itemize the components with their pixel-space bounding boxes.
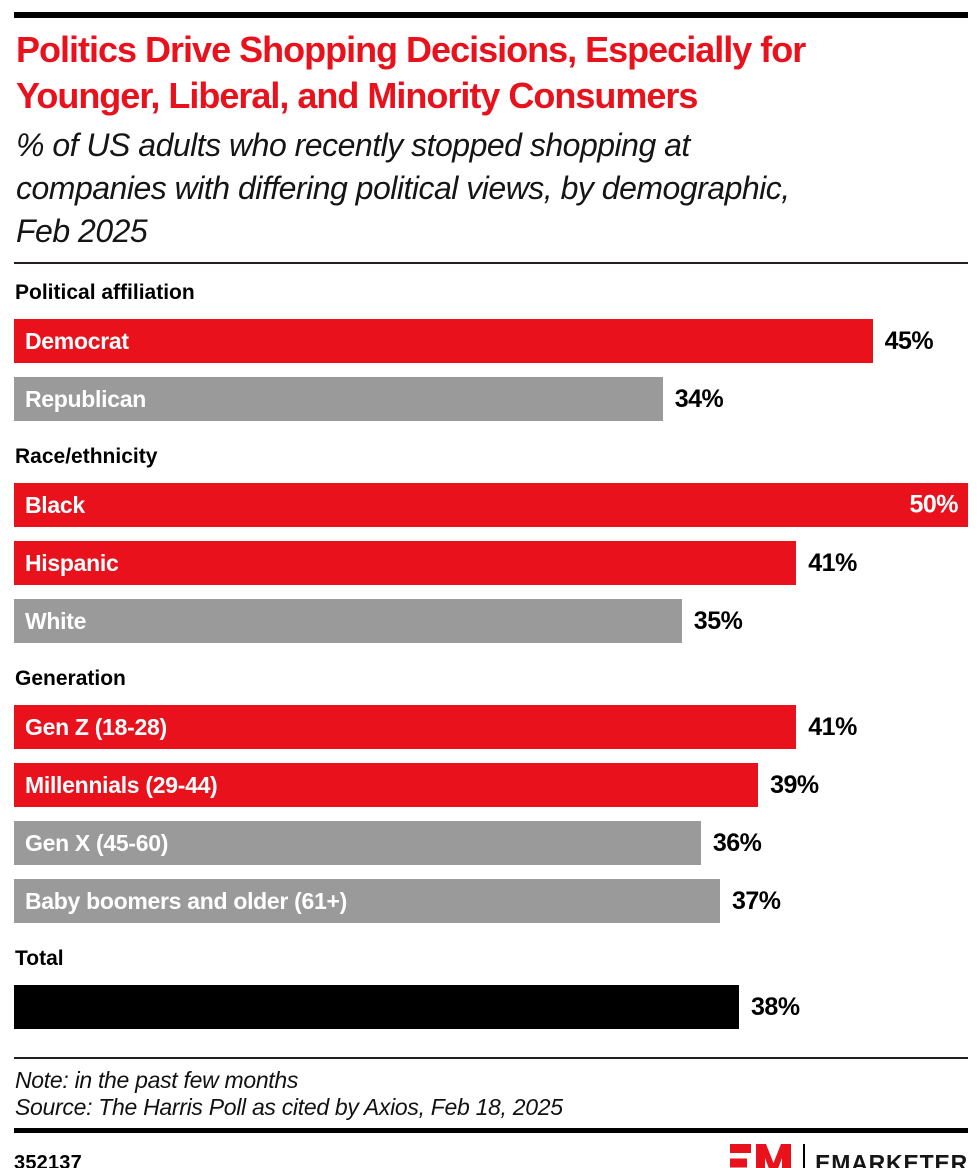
bar-value-label: 41%: [808, 548, 857, 577]
bar-value-label: 38%: [751, 992, 800, 1021]
bar-row: Baby boomers and older (61+) 37%: [14, 879, 968, 923]
bar: Black 50%: [14, 483, 968, 527]
bar-value-label: 41%: [808, 712, 857, 741]
bar: Millennials (29-44): [14, 763, 759, 807]
bar-value-label: 34%: [674, 384, 724, 413]
group-label: Race/ethnicity: [15, 445, 158, 468]
group-label: Generation: [15, 667, 126, 690]
bar: White: [14, 599, 682, 643]
page-title: Politics Drive Shopping Decisions, Espec…: [16, 29, 806, 116]
bar-row: Black 50%: [14, 483, 968, 527]
bar: Hispanic: [14, 541, 797, 585]
bar-category-label: Gen Z (18-28): [25, 713, 167, 740]
logo-separator: [803, 1144, 806, 1168]
bar-row: White 35%: [14, 599, 968, 643]
bar-category-label: Black: [25, 491, 85, 518]
emarketer-wordmark: EMARKETER: [815, 1149, 968, 1168]
bar-row: Gen X (45-60) 36%: [14, 821, 968, 865]
bar-category-label: White: [25, 607, 87, 634]
bar: Republican: [14, 377, 663, 421]
bar-group: Political affiliation Democrat 45% Republic…: [14, 281, 968, 421]
group-label: Total: [15, 947, 64, 970]
emarketer-logo: EMARKETER: [730, 1144, 968, 1168]
bar-row: Democrat 45%: [14, 319, 968, 363]
page-subtitle: % of US adults who recently stopped shop…: [16, 127, 790, 249]
chart-id: 352137: [14, 1151, 82, 1168]
bar-value-label: 50%: [909, 490, 958, 519]
bar-chart: Political affiliation Democrat 45% Republic…: [14, 281, 968, 1029]
bar: [14, 985, 740, 1029]
bar-value-label: 37%: [731, 886, 781, 915]
bar: Democrat: [14, 319, 873, 363]
bar-row: Millennials (29-44) 39%: [14, 763, 968, 807]
bar-row: Republican 34%: [14, 377, 968, 421]
bar-category-label: Millennials (29-44): [25, 771, 218, 798]
bar-category-label: Republican: [25, 385, 146, 412]
bar-category-label: Hispanic: [25, 549, 119, 576]
notes-divider: [14, 1057, 968, 1059]
bar-value-label: 45%: [884, 326, 934, 355]
bar: Baby boomers and older (61+): [14, 879, 720, 923]
footer: 352137 EMARKETER: [14, 1144, 968, 1168]
bar-category-label: Baby boomers and older (61+): [25, 887, 347, 914]
source-text: Source: The Harris Poll as cited by Axio…: [15, 1094, 563, 1120]
bar-value-label: 35%: [693, 606, 743, 635]
footnotes: Note: in the past few months Source: The…: [14, 1067, 968, 1121]
emarketer-logo-icon: [730, 1144, 792, 1168]
top-rule: [14, 12, 968, 18]
bar-group: Generation Gen Z (18-28) 41% Millennials (2…: [14, 667, 968, 923]
bar-row: 38%: [14, 985, 968, 1029]
bar-value-label: 36%: [712, 828, 762, 857]
group-label: Political affiliation: [15, 281, 195, 304]
bar-category-label: Gen X (45-60): [25, 829, 169, 856]
header-divider: [14, 262, 968, 264]
footer-rule: [14, 1128, 968, 1133]
bar-category-label: Democrat: [25, 327, 129, 354]
bar-value-label: 39%: [770, 770, 819, 799]
bar-group: Total 38%: [14, 947, 968, 1029]
note-text: Note: in the past few months: [15, 1067, 299, 1093]
bar: Gen X (45-60): [14, 821, 701, 865]
bar: Gen Z (18-28): [14, 705, 797, 749]
bar-group: Race/ethnicity Black 50% Hispanic 41% White 35…: [14, 445, 968, 643]
bar-row: Gen Z (18-28) 41%: [14, 705, 968, 749]
bar-row: Hispanic 41%: [14, 541, 968, 585]
